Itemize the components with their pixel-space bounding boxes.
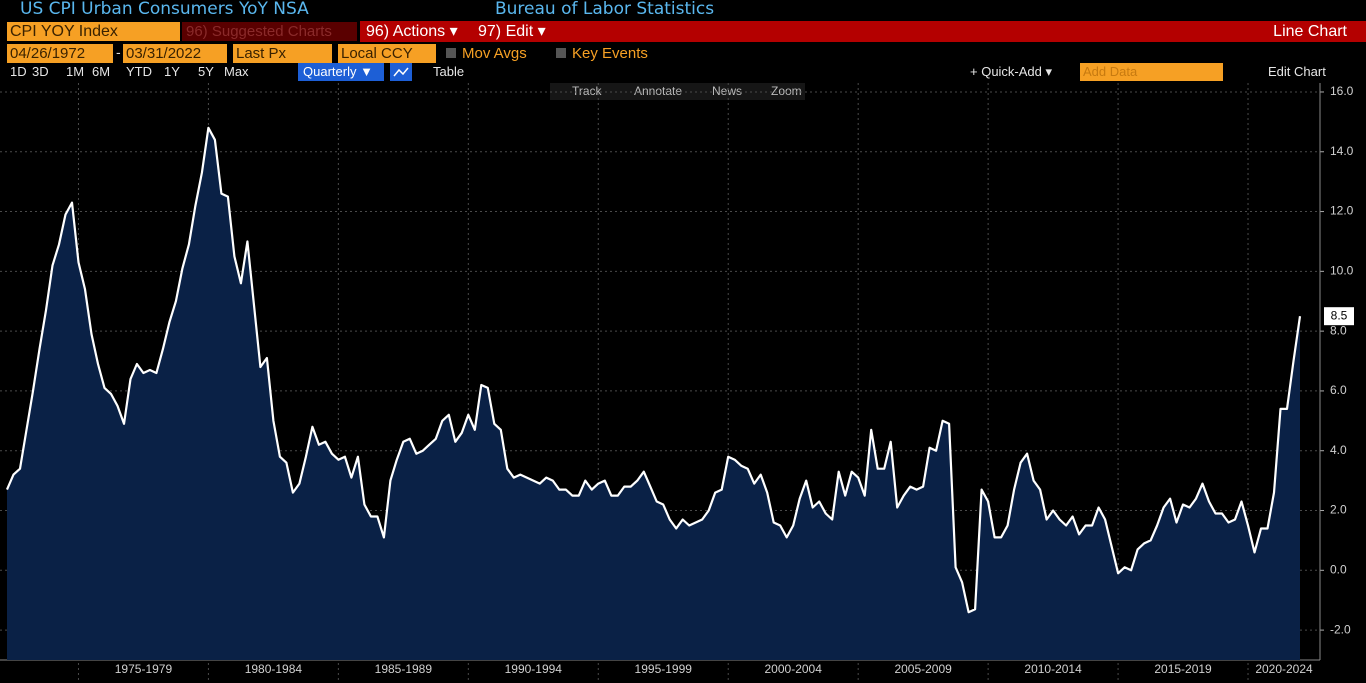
x-tick-label: 1980-1984	[245, 662, 303, 676]
y-tick-label: 4.0	[1330, 443, 1347, 457]
frequency-select[interactable]: Quarterly ▼	[298, 63, 384, 81]
y-tick-label: 14.0	[1330, 144, 1354, 158]
checkbox[interactable]	[446, 48, 456, 58]
y-tick-label: 12.0	[1330, 204, 1354, 218]
x-tick-label: 2020-2024	[1255, 662, 1313, 676]
checkbox[interactable]	[556, 48, 566, 58]
icon	[393, 67, 409, 77]
actions-menu[interactable]: 96) Actions ▾	[366, 23, 458, 40]
x-tick-label: 1995-1999	[635, 662, 693, 676]
y-tick-label: -2.0	[1330, 622, 1351, 636]
field-select[interactable]: Last Px	[233, 44, 332, 63]
chart-tool[interactable]: Zoom	[771, 84, 802, 98]
currency-select[interactable]: Local CCY	[338, 44, 436, 63]
mov-avgs[interactable]: Mov Avgs	[462, 45, 527, 62]
y-tick-label: 6.0	[1330, 383, 1347, 397]
x-tick-label: 1975-1979	[115, 662, 173, 676]
range-button[interactable]: 1M	[66, 64, 85, 79]
area	[7, 127, 1300, 661]
date-separator: -	[116, 44, 121, 60]
chart-tool[interactable]: Annotate	[634, 84, 682, 98]
add-data[interactable]: Add Data	[1080, 63, 1223, 81]
y-tick-label: 16.0	[1330, 84, 1354, 98]
edit-menu[interactable]: 97) Edit ▾	[478, 23, 546, 40]
y-tick-label: 10.0	[1330, 264, 1354, 278]
x-tick-label: 2000-2004	[765, 662, 823, 676]
last-value-label: 8.5	[1331, 308, 1348, 322]
x-tick-label: 1985-1989	[375, 662, 433, 676]
chart-toolbar	[550, 83, 805, 100]
suggested-charts[interactable]: 96) Suggested Charts	[182, 22, 357, 41]
source: Bureau of Labor Statistics	[495, 0, 715, 19]
x-tick-label: 2010-2014	[1024, 662, 1082, 676]
x-tick-label: 2015-2019	[1154, 662, 1212, 676]
chart-type[interactable]: Line Chart	[1273, 23, 1347, 40]
last-value-box	[1324, 307, 1354, 326]
y-tick-label: 8.0	[1330, 323, 1347, 337]
range-button[interactable]: YTD	[126, 64, 152, 79]
key-events[interactable]: Key Events	[572, 45, 648, 62]
quick-add[interactable]: + Quick-Add ▾	[970, 64, 1053, 79]
security-field[interactable]: CPI YOY Index	[7, 22, 180, 41]
range-button[interactable]: 5Y	[198, 64, 214, 79]
security-title: US CPI Urban Consumers YoY NSA	[20, 0, 309, 19]
edit-chart[interactable]: Edit Chart	[1268, 64, 1326, 79]
line	[5, 126, 1302, 614]
chart-icon[interactable]	[390, 63, 412, 81]
range-button[interactable]: Max	[224, 64, 249, 79]
start-date[interactable]: 04/26/1972	[7, 44, 113, 63]
y-tick-label: 2.0	[1330, 503, 1347, 517]
range-button[interactable]: 1Y	[164, 64, 180, 79]
menu-bar	[360, 21, 1366, 42]
chart-tool[interactable]: News	[712, 84, 742, 98]
table-button[interactable]: Table	[433, 64, 465, 79]
end-date[interactable]: 03/31/2022	[123, 44, 227, 63]
y-tick-label: 0.0	[1330, 562, 1347, 576]
x-tick-label: 1990-1994	[505, 662, 563, 676]
range-button[interactable]: 1D	[10, 64, 27, 79]
chart: Track Annotate News Zoom -2.0 0.0 2.0 4.0 6.0 8.0…	[0, 83, 1354, 683]
x-tick-label: 2005-2009	[894, 662, 952, 676]
chart-tool[interactable]: Track	[572, 84, 603, 98]
range-button[interactable]: 3D	[32, 64, 49, 79]
range-button[interactable]: 6M	[92, 64, 111, 79]
